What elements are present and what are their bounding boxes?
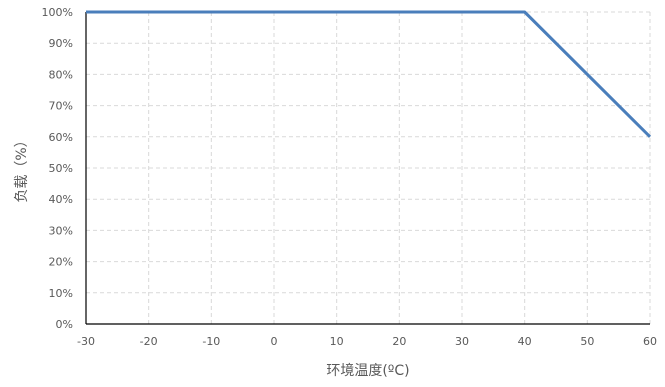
y-tick-label: 90% [49,37,73,50]
grid-lines [86,11,651,324]
x-tick-label: 10 [330,335,344,348]
x-tick-label: 30 [455,335,469,348]
x-tick-label: -10 [202,335,220,348]
x-tick-label: 0 [271,335,278,348]
y-tick-label: 50% [49,162,73,175]
series-lines [86,10,652,138]
y-tick-label: 80% [49,68,73,81]
x-tick-label: -30 [77,335,95,348]
x-tick-label: 20 [392,335,406,348]
y-tick-label: 0% [56,318,73,331]
axes [85,12,650,325]
x-tick-labels: -30 -20 -10 0 10 20 30 40 50 60 [77,335,657,348]
x-tick-label: 50 [580,335,594,348]
y-tick-label: 100% [42,6,73,19]
x-tick-label: 60 [643,335,657,348]
x-tick-label: -20 [140,335,158,348]
x-axis-label: 环境温度(ºC) [326,363,409,379]
y-tick-label: 60% [49,131,73,144]
y-tick-label: 30% [49,224,73,237]
y-tick-label: 20% [49,256,73,269]
x-tick-label: 40 [518,335,532,348]
y-tick-labels: 0% 10% 20% 30% 40% 50% 60% 70% 80% 90% 100% [42,6,73,331]
y-tick-label: 40% [49,193,73,206]
y-axis-label: 负载（%） [14,133,30,202]
series-line [86,10,652,138]
y-tick-label: 10% [49,287,73,300]
y-tick-label: 70% [49,100,73,113]
